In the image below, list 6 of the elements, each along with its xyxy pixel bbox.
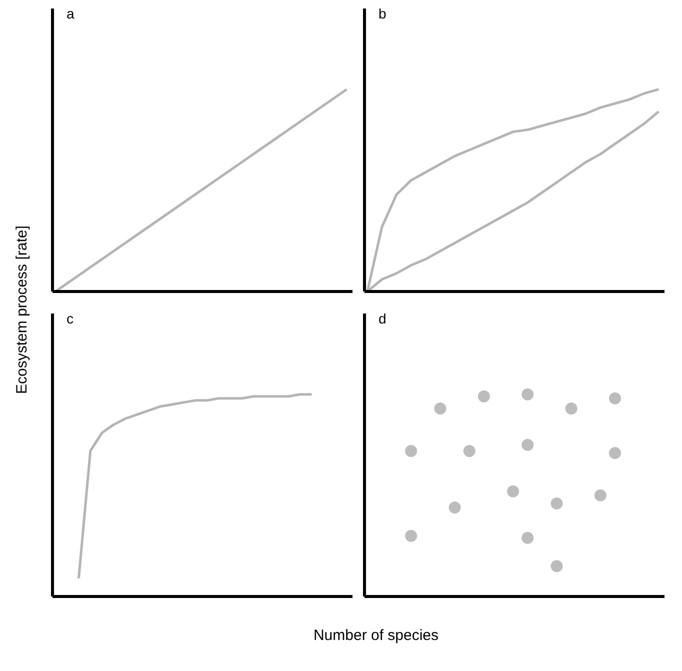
chart-title: c <box>66 310 74 326</box>
chart-title: d <box>378 310 386 326</box>
x-axis-title: Number of species <box>313 626 439 646</box>
y-axis-title: Ecosystem process [rate] <box>12 226 32 394</box>
chart-title: a <box>66 6 74 22</box>
chart-title: b <box>378 6 386 22</box>
